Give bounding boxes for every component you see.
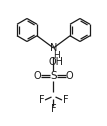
Text: F: F [51,104,56,114]
Text: OH: OH [49,57,64,67]
Text: H: H [53,51,60,59]
Text: F: F [63,95,68,105]
Text: N: N [50,43,57,53]
Text: O: O [66,71,73,81]
Text: S: S [50,71,57,81]
Text: F: F [39,95,44,105]
Text: O: O [34,71,41,81]
